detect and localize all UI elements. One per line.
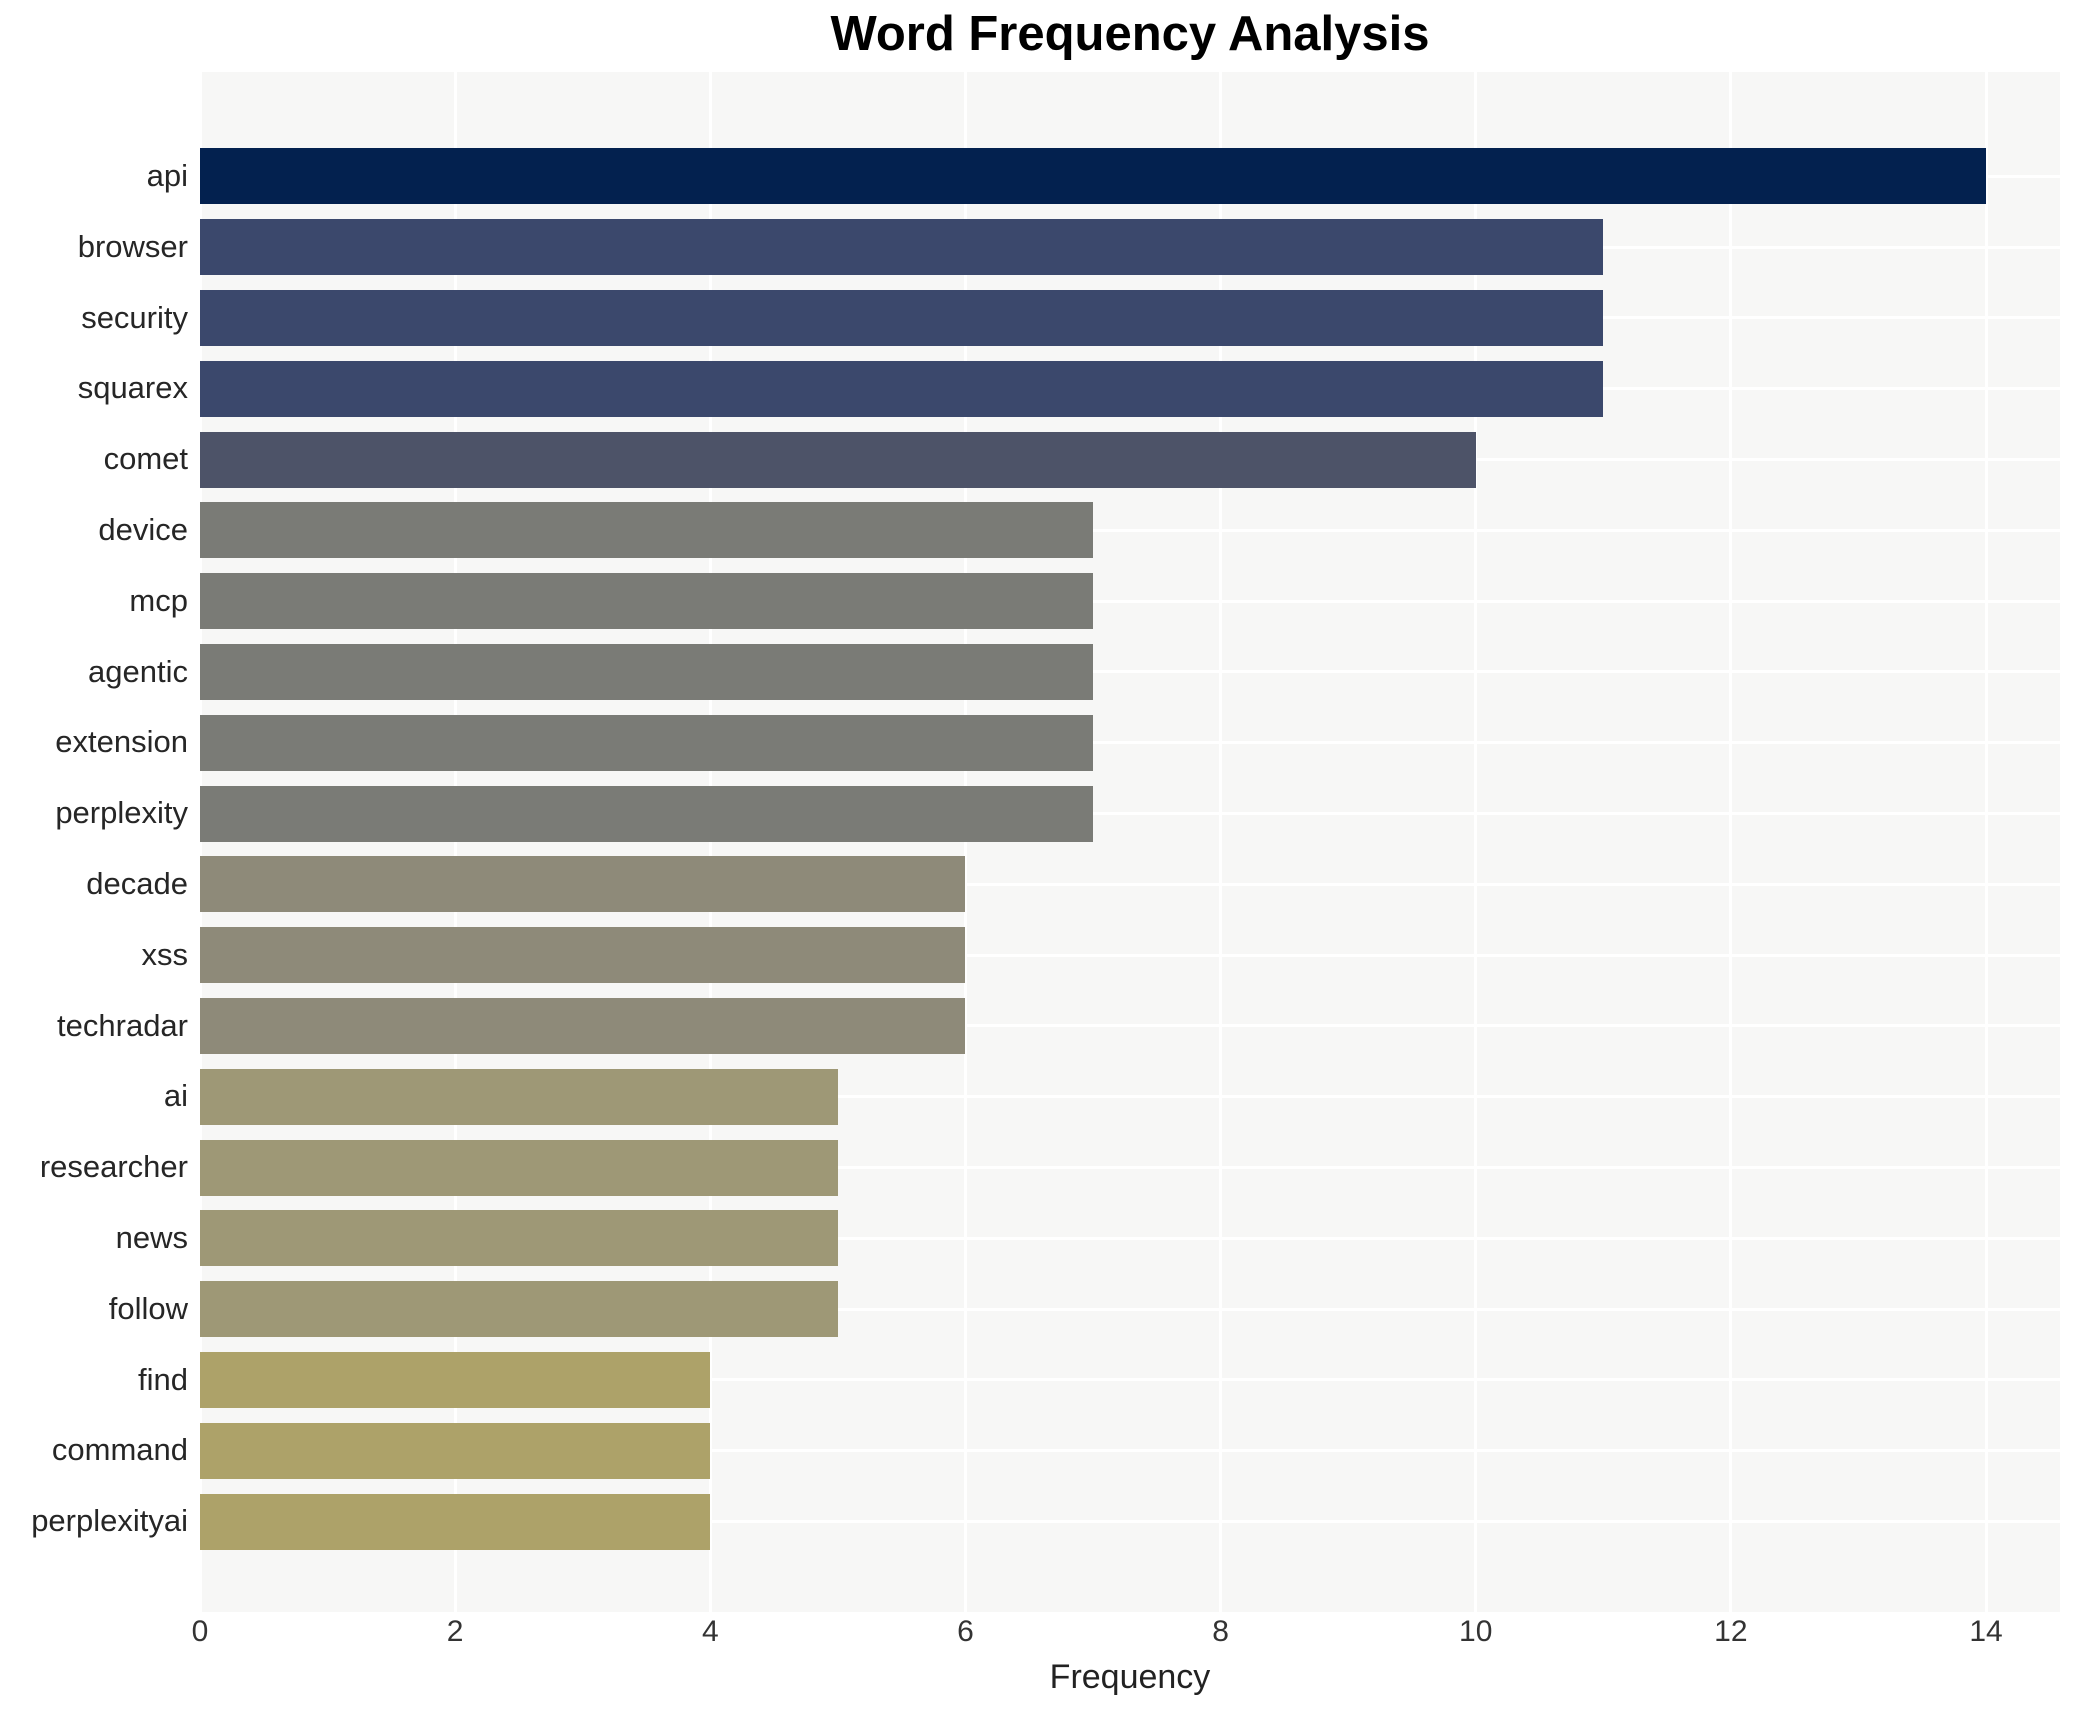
vertical-gridline [1729,72,1733,1612]
bar-mcp [200,573,1093,630]
bar-row: agentic [88,637,2060,708]
horizontal-gridline [200,1449,2060,1453]
bar-row: device [98,495,2060,566]
horizontal-gridline [200,1307,2060,1311]
vertical-gridline [198,72,202,1612]
bar-xss [200,927,966,984]
x-axis-ticks: 0 2 4 6 8 10 12 14 [192,1615,2060,1655]
x-tick-label-10: 10 [1459,1615,1493,1648]
y-axis-label-follow: follow [108,1290,188,1326]
horizontal-gridline [200,1024,2060,1028]
vertical-gridline [1984,72,1988,1612]
x-tick-label-0: 0 [191,1615,209,1648]
bar-perplexityai [200,1493,711,1550]
y-axis-label-xss: xss [141,936,189,972]
horizontal-gridline [200,882,2060,886]
horizontal-gridline [200,1236,2060,1240]
x-tick-label-6: 6 [957,1615,974,1648]
bar-find [200,1351,711,1408]
y-axis-label-device: device [98,511,188,547]
horizontal-gridline [200,528,2060,532]
y-axis-label-perplexityai: perplexityai [31,1503,188,1539]
y-axis-label-ai: ai [163,1078,188,1114]
bar-row: api [147,141,2060,212]
bar-device [200,502,1093,559]
bar-row: extension [55,707,2060,778]
bar-row: browser [78,212,2060,283]
y-axis-label-find: find [138,1361,188,1397]
vertical-gridline [963,72,967,1612]
bar-squarex [200,360,1604,417]
vertical-gridline [708,72,712,1612]
bar-row: techradar [57,991,2060,1062]
bar-comet [200,431,1476,488]
horizontal-gridline [200,953,2060,957]
y-axis-label-api: api [146,158,188,193]
bar-row: command [52,1415,2060,1486]
y-axis-label-comet: comet [103,441,188,477]
bar-row: perplexity [55,778,2060,849]
x-tick-label-2: 2 [446,1615,464,1648]
vertical-gridline [1474,72,1478,1612]
bar-api [200,148,1986,205]
horizontal-gridline [200,670,2060,674]
bar-perplexity [200,785,1093,842]
bar-techradar [200,997,966,1054]
bar-row: follow [109,1274,2060,1345]
vertical-gridline [453,72,457,1612]
plot-area: api browser security squarex comet device mcp a… [31,72,2060,1612]
bar-row: comet [104,424,2060,495]
horizontal-gridline [200,1378,2060,1382]
bar-follow [200,1281,838,1338]
y-axis-label-security: security [81,299,188,335]
bar-ai [200,1068,838,1125]
bar-row: researcher [40,1132,2060,1203]
bar-row: perplexityai [31,1486,2060,1557]
x-tick-label-14: 14 [1969,1615,2003,1648]
bar-command [200,1422,711,1479]
bar-row: mcp [129,566,2060,637]
x-axis-label: Frequency [1049,1658,1211,1696]
y-axis-label-mcp: mcp [129,582,188,618]
bar-researcher [200,1139,838,1196]
bars-container: api browser security squarex comet device mcp a… [31,72,2060,1612]
horizontal-gridline [200,812,2060,816]
bar-row: find [138,1345,2060,1416]
bar-extension [200,714,1093,771]
bar-row: decade [86,849,2060,920]
y-axis-label-decade: decade [86,865,188,901]
y-axis-label-perplexity: perplexity [55,795,188,831]
horizontal-gridline [200,741,2060,745]
x-tick-label-4: 4 [701,1615,719,1648]
x-tick-label-8: 8 [1212,1615,1229,1648]
horizontal-gridline [200,1520,2060,1524]
y-axis-label-techradar: techradar [57,1007,188,1043]
y-axis-label-command: command [51,1432,188,1468]
horizontal-gridline [200,1095,2060,1099]
x-tick-label-12: 12 [1714,1615,1748,1648]
bar-agentic [200,643,1093,700]
horizontal-gridline [200,599,2060,603]
bar-security [200,289,1604,346]
bar-row: ai [164,1061,2060,1132]
bar-row: squarex [78,353,2060,424]
bar-decade [200,856,966,913]
bar-row: xss [142,920,2060,991]
chart-title: Word Frequency Analysis [830,7,1430,61]
y-axis-label-extension: extension [55,724,188,760]
bar-row: security [81,283,2060,354]
vertical-gridline [1219,72,1223,1612]
y-axis-label-squarex: squarex [77,370,188,406]
y-axis-label-agentic: agentic [88,653,188,689]
horizontal-gridline [200,1166,2060,1170]
bar-row: news [116,1203,2060,1274]
y-axis-label-news: news [115,1219,188,1255]
bar-browser [200,219,1604,276]
y-axis-label-researcher: researcher [39,1149,188,1185]
bar-news [200,1210,838,1267]
y-axis-label-browser: browser [77,228,188,264]
